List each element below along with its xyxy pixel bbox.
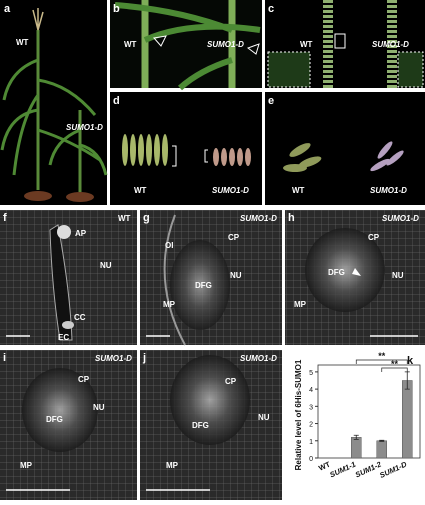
panel-j <box>140 350 282 500</box>
panel-h <box>285 210 425 345</box>
label: CP <box>368 233 380 242</box>
label: NU <box>93 403 105 412</box>
label: SUMO1-D <box>372 40 409 49</box>
panel-i <box>0 350 137 500</box>
panel-label: b <box>113 3 120 15</box>
panel-label: g <box>143 212 150 224</box>
label: OI <box>165 241 173 250</box>
label: NU <box>258 413 270 422</box>
panel-e <box>265 92 425 205</box>
y-tick-label: 3 <box>309 404 313 411</box>
label: SUMO1-D <box>212 186 249 195</box>
y-tick-label: 0 <box>309 456 313 463</box>
label: WT <box>134 186 147 195</box>
bar <box>376 440 387 459</box>
bar <box>351 437 362 459</box>
label: NU <box>392 271 404 280</box>
label: SUMO1-D <box>240 214 277 223</box>
y-tick-label: 4 <box>309 387 313 394</box>
label: NU <box>100 261 112 270</box>
significance-bracket <box>355 359 408 364</box>
label: MP <box>294 300 307 309</box>
panel-label: e <box>268 95 274 107</box>
label: MP <box>166 461 179 470</box>
label: NU <box>230 271 242 280</box>
panel-label: j <box>142 352 146 364</box>
label: DFG <box>328 268 345 277</box>
label: DFG <box>46 415 63 424</box>
significance-label: ** <box>378 351 386 361</box>
bar <box>402 380 413 459</box>
label: AP <box>75 229 87 238</box>
panel-label: h <box>288 212 295 224</box>
label: SUMO1-D <box>370 186 407 195</box>
panel-c <box>265 0 425 88</box>
label: SUMO1-D <box>95 354 132 363</box>
label: EC <box>58 333 69 342</box>
panel-g <box>140 210 282 346</box>
label: DFG <box>192 421 209 430</box>
label: DFG <box>195 281 212 290</box>
label: CP <box>228 233 240 242</box>
label: WT <box>118 214 131 223</box>
label: MP <box>163 300 176 309</box>
panel-d <box>110 92 262 205</box>
panel-b <box>110 0 262 91</box>
label: WT <box>124 40 137 49</box>
panel-f <box>0 210 137 345</box>
panel-label: d <box>113 95 120 107</box>
label: WT <box>300 40 313 49</box>
label: CC <box>74 313 86 322</box>
panel-a <box>0 0 108 205</box>
error-bar <box>353 434 359 440</box>
label: CP <box>225 377 237 386</box>
label: MP <box>20 461 33 470</box>
significance-bracket <box>381 367 408 372</box>
label: SUMO1-D <box>207 40 244 49</box>
y-tick-label: 2 <box>309 422 313 429</box>
panel-label: c <box>268 3 274 15</box>
label: WT <box>16 38 29 47</box>
panel-k <box>285 350 425 500</box>
y-tick-label: 5 <box>309 370 313 377</box>
label: CP <box>78 375 90 384</box>
significance-label: ** <box>391 359 399 369</box>
plot-frame <box>317 364 421 459</box>
panel-label: k <box>407 355 414 367</box>
panel-label: i <box>3 352 6 364</box>
label: WT <box>292 186 305 195</box>
label: SUMO1-D <box>240 354 277 363</box>
label: SUMO1-D <box>66 123 103 132</box>
label: SUMO1-D <box>382 214 419 223</box>
y-axis-label: Relative level of 6His-SUMO1 <box>294 359 303 470</box>
y-tick-label: 1 <box>309 439 313 446</box>
panel-label: f <box>3 212 7 224</box>
panel-label: a <box>4 3 11 15</box>
error-bar <box>379 439 385 442</box>
